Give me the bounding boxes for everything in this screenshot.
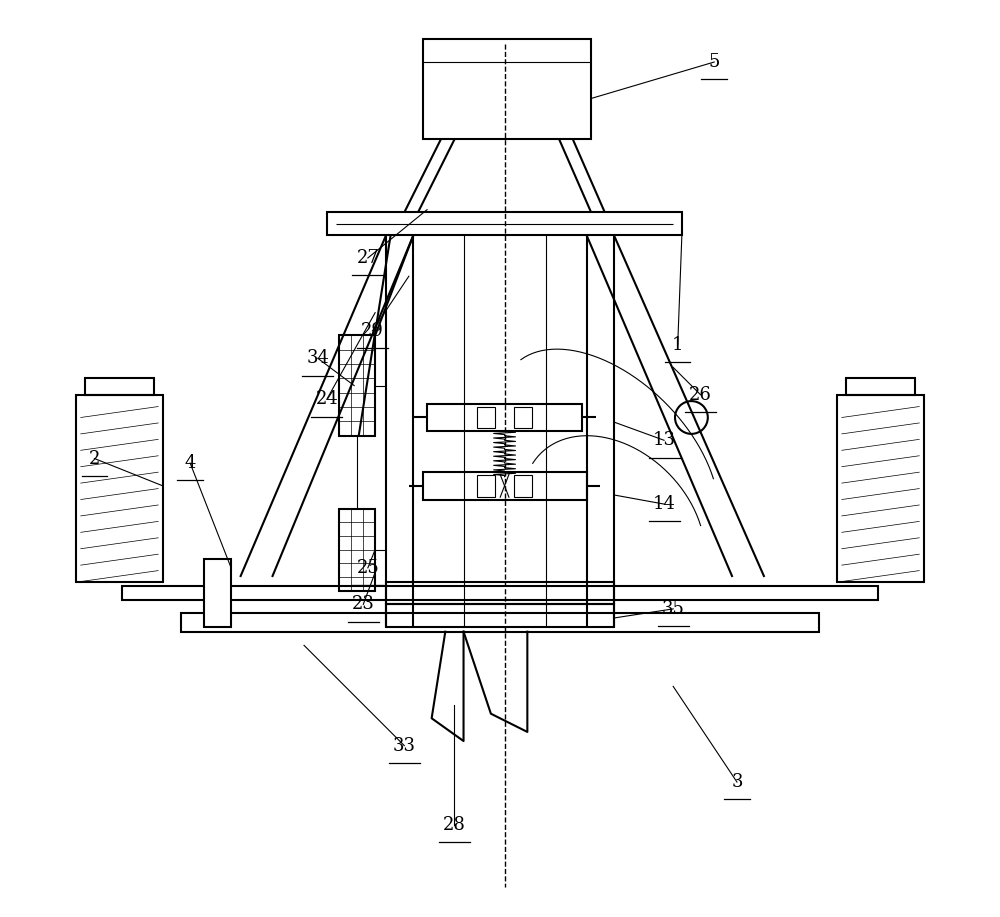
Bar <box>846 379 915 394</box>
Text: 35: 35 <box>662 600 685 618</box>
Text: 1: 1 <box>672 336 683 354</box>
Bar <box>477 406 495 428</box>
Text: 13: 13 <box>653 431 676 449</box>
Text: 28: 28 <box>443 816 466 834</box>
Bar <box>76 394 163 581</box>
Bar <box>477 475 495 497</box>
Bar <box>85 379 154 394</box>
Bar <box>339 509 375 591</box>
Text: 23: 23 <box>352 595 375 613</box>
Bar <box>327 213 682 235</box>
Bar <box>514 406 532 428</box>
Text: 25: 25 <box>356 558 379 577</box>
Bar <box>181 613 819 632</box>
Bar <box>122 586 878 600</box>
Bar <box>423 39 591 139</box>
Text: 34: 34 <box>306 349 329 367</box>
Text: 33: 33 <box>393 736 416 755</box>
Bar <box>386 581 614 604</box>
Text: 4: 4 <box>184 454 196 472</box>
Bar <box>386 604 614 627</box>
Bar <box>204 558 231 627</box>
Text: 27: 27 <box>356 249 379 267</box>
Text: 2: 2 <box>89 449 100 468</box>
Bar <box>423 472 587 500</box>
Text: 29: 29 <box>361 322 384 340</box>
Bar <box>837 394 924 581</box>
Bar <box>339 336 375 436</box>
Text: 24: 24 <box>315 391 338 408</box>
Text: 3: 3 <box>731 773 743 791</box>
Bar <box>514 475 532 497</box>
Text: 14: 14 <box>653 495 675 514</box>
Text: 5: 5 <box>709 53 720 71</box>
Text: 26: 26 <box>689 386 712 403</box>
Bar <box>427 403 582 431</box>
